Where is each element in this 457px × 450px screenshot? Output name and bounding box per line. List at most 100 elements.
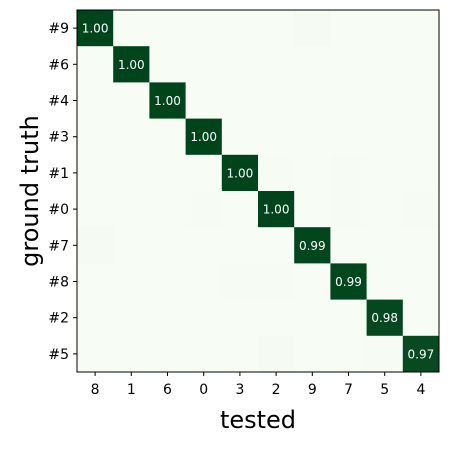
- heatmap-cell: [366, 10, 404, 47]
- heatmap-cell: [258, 191, 295, 228]
- heatmap-cell: [113, 46, 150, 83]
- x-tick-label: 2: [272, 382, 281, 398]
- heatmap-cell: [77, 10, 114, 47]
- heatmap-cell: [185, 118, 223, 156]
- y-tick-label: #5: [48, 347, 69, 363]
- heatmap-cell: [294, 299, 331, 337]
- heatmap-cell: [77, 299, 114, 337]
- heatmap-cell: [294, 82, 331, 120]
- heatmap-cell: [113, 154, 150, 192]
- x-tick-label: 7: [344, 382, 353, 398]
- heatmap-cell: [149, 335, 187, 373]
- heatmap-cell: [113, 299, 150, 337]
- heatmap-cell: [258, 154, 295, 192]
- heatmap-annotations: 1.00 1.00 1.00 1.00 1.00 1.00 0.99 0.99 0.98 0.97: [82, 22, 435, 362]
- heatmap-cell: [149, 191, 187, 228]
- cell-value-label: 0.99: [335, 275, 362, 289]
- y-tick-label: #7: [48, 238, 69, 254]
- heatmap-cell: [294, 10, 331, 47]
- heatmap-cell: [330, 227, 368, 264]
- y-tick-label: #6: [48, 57, 69, 73]
- x-tick-label: 8: [91, 382, 100, 398]
- heatmap-cell: [149, 82, 187, 120]
- heatmap-cell: [258, 299, 295, 337]
- y-tick-label: #2: [48, 311, 69, 327]
- heatmap-cell: [366, 82, 404, 120]
- heatmap-cell: [402, 154, 440, 192]
- heatmap-cell: [185, 191, 223, 228]
- plot-frame: [76, 9, 440, 373]
- heatmap-cell: [185, 299, 223, 337]
- heatmap-cell: [402, 299, 440, 337]
- cell-value-label: 1.00: [154, 94, 181, 108]
- heatmap-cell: [113, 335, 150, 373]
- heatmap-cell: [402, 263, 440, 301]
- heatmap-cell: [221, 263, 259, 301]
- heatmap-cell: [221, 82, 259, 120]
- x-tick-label: 1: [127, 382, 136, 398]
- heatmap-cell: [77, 191, 114, 228]
- heatmap-cell: [77, 263, 114, 301]
- heatmap-cell: [185, 46, 223, 83]
- heatmap-cell: [330, 10, 368, 47]
- heatmap-cell: [221, 227, 259, 264]
- x-axis-label: tested: [220, 406, 296, 434]
- heatmap-cell: [185, 82, 223, 120]
- heatmap-cell: [77, 335, 114, 373]
- heatmap-cell: [402, 335, 440, 373]
- cell-value-label: 1.00: [82, 22, 109, 36]
- heatmap-cell: [221, 335, 259, 373]
- cell-value-label: 0.98: [371, 311, 398, 325]
- heatmap-cell: [402, 10, 440, 47]
- heatmap-cell: [294, 191, 331, 228]
- heatmap-cell: [221, 191, 259, 228]
- heatmap-cell: [330, 82, 368, 120]
- x-tick-label: 5: [380, 382, 389, 398]
- heatmap-cell: [366, 191, 404, 228]
- y-tick-label: #3: [48, 130, 69, 146]
- heatmap-cell: [113, 118, 150, 156]
- heatmap-cell: [330, 154, 368, 192]
- heatmap-cell: [113, 227, 150, 264]
- heatmap-cell: [185, 154, 223, 192]
- x-tick-label: 6: [163, 382, 172, 398]
- heatmap-cell: [185, 263, 223, 301]
- heatmap-cell: [330, 335, 368, 373]
- heatmap-cell: [402, 118, 440, 156]
- heatmap-cell: [294, 335, 331, 373]
- cell-value-label: 1.00: [227, 166, 254, 180]
- cell-value-label: 1.00: [190, 130, 217, 144]
- y-tick-label: #1: [48, 166, 69, 182]
- y-tick-label: #4: [48, 94, 69, 110]
- heatmap-cell: [258, 335, 295, 373]
- heatmap-cell: [294, 263, 331, 301]
- x-tick-label: 9: [308, 382, 317, 398]
- heatmap-cell: [330, 263, 368, 301]
- heatmap-cell: [221, 154, 259, 192]
- heatmap-cell: [221, 10, 259, 47]
- y-tick-label: #0: [48, 202, 69, 218]
- heatmap-cell: [185, 10, 223, 47]
- x-tick-label: 0: [199, 382, 208, 398]
- heatmap-cell: [149, 46, 187, 83]
- y-tick-label: #9: [48, 21, 69, 37]
- heatmap-cell: [113, 82, 150, 120]
- heatmap-cell: [258, 46, 295, 83]
- heatmap-cell: [77, 118, 114, 156]
- heatmap-cell: [366, 263, 404, 301]
- heatmap-cell: [294, 118, 331, 156]
- heatmap-cell: [149, 227, 187, 264]
- heatmap-cell: [77, 46, 114, 83]
- heatmap-cell: [294, 154, 331, 192]
- heatmap-cell: [258, 227, 295, 264]
- y-tick-label: #8: [48, 275, 69, 291]
- heatmap-cell: [77, 82, 114, 120]
- heatmap-cell: [330, 299, 368, 337]
- heatmap-cell: [221, 118, 259, 156]
- heatmap-cell: [113, 191, 150, 228]
- heatmap-cell: [77, 227, 114, 264]
- heatmap-cell: [294, 227, 331, 264]
- heatmap-cell: [77, 154, 114, 192]
- heatmap-cell: [258, 118, 295, 156]
